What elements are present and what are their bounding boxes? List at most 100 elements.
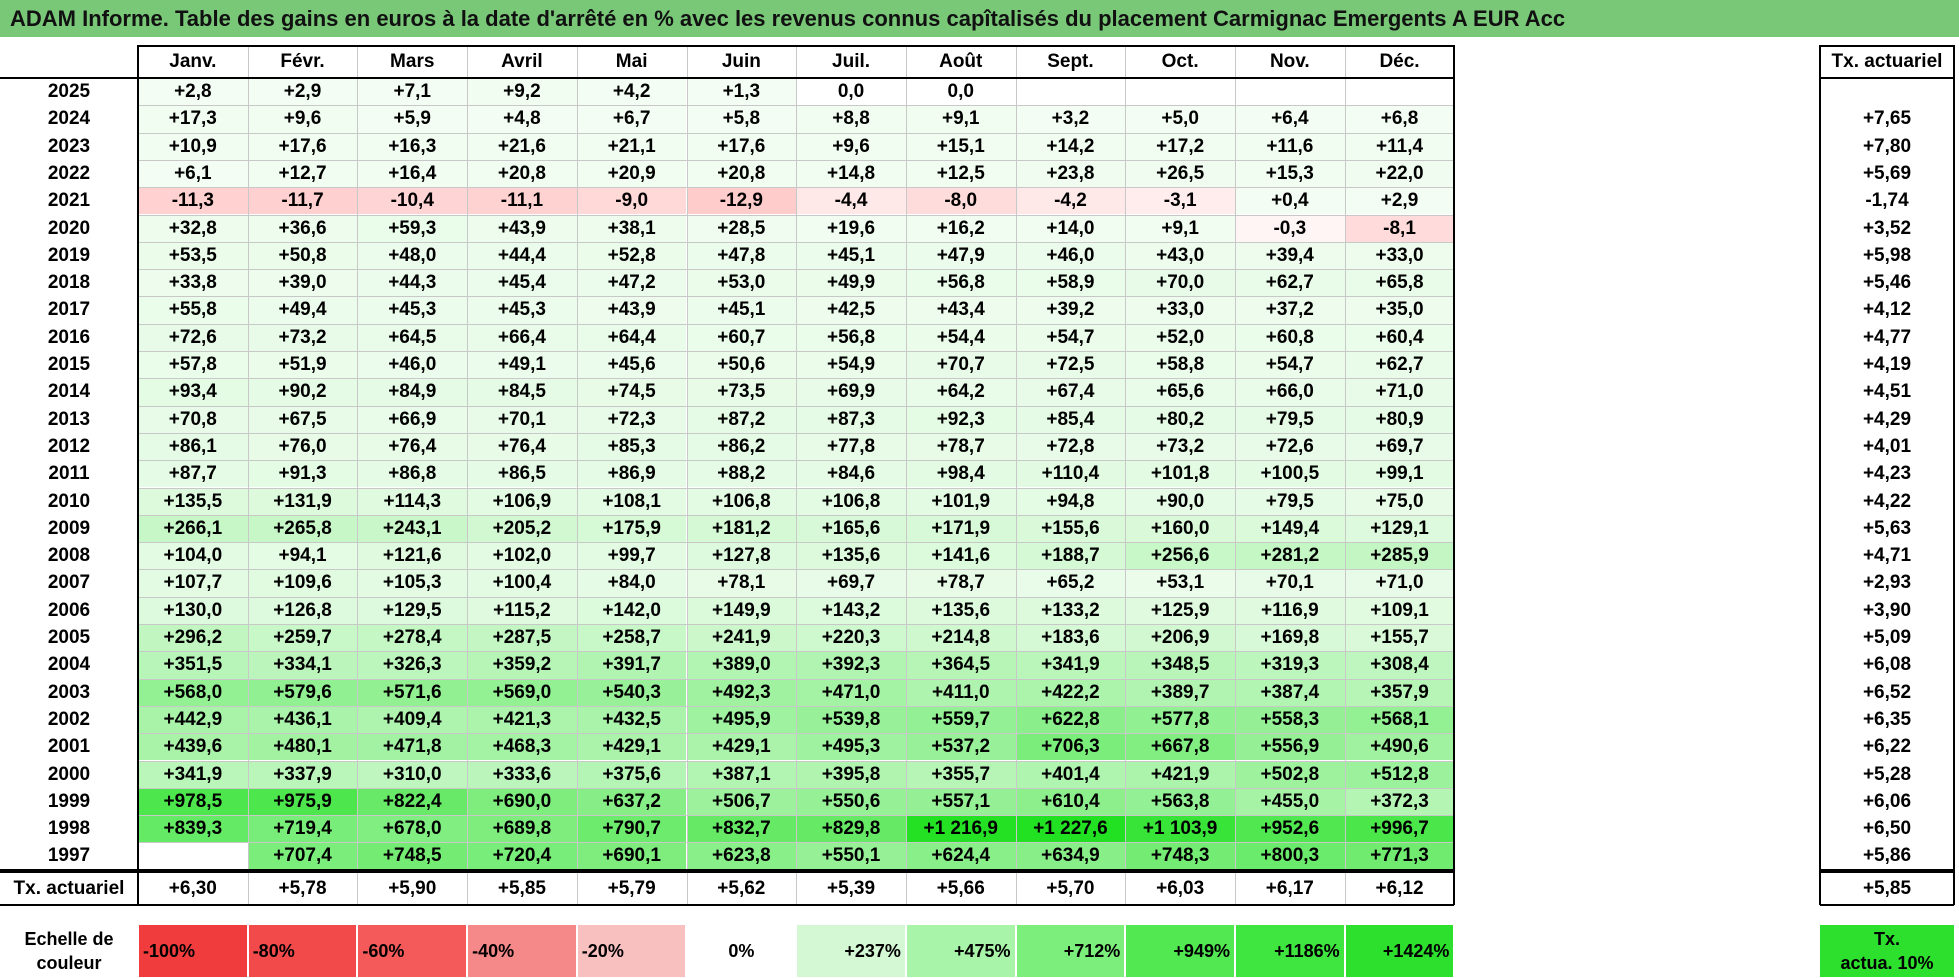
value-cell: +85,4 — [1015, 405, 1126, 433]
value-cell: +62,7 — [1344, 351, 1455, 379]
value-cell: +14,0 — [1015, 214, 1126, 242]
value-cell: +326,3 — [357, 651, 468, 679]
value-cell: +429,1 — [686, 733, 797, 761]
value-cell: +75,0 — [1344, 487, 1455, 515]
value-cell: +60,7 — [686, 323, 797, 351]
value-cell: +143,2 — [796, 596, 906, 624]
value-cell: +53,0 — [686, 269, 797, 297]
legend-swatch: -60% — [358, 925, 467, 977]
year-label: 2009 — [47, 517, 91, 539]
value-cell: +9,1 — [905, 105, 1016, 133]
year-label: 2024 — [47, 108, 91, 130]
footer-rate: +5,85 — [1862, 877, 1912, 899]
value-cell: +5,0 — [1125, 105, 1235, 133]
value-cell: +421,9 — [1125, 760, 1235, 788]
value-cell: +220,3 — [796, 624, 906, 652]
value-cell: +637,2 — [576, 787, 687, 816]
value-cell: +9,6 — [796, 132, 906, 160]
value-cell: +131,9 — [247, 487, 358, 515]
value-cell: +19,6 — [796, 214, 906, 242]
value-cell: +54,7 — [1235, 351, 1345, 379]
value-cell — [1235, 78, 1345, 106]
value-cell: +285,9 — [1344, 542, 1455, 570]
value-cell: +540,3 — [576, 678, 687, 706]
value-cell: +359,2 — [467, 651, 577, 679]
rate-cell: +5,86 — [1862, 845, 1912, 867]
value-cell: +53,5 — [138, 241, 248, 270]
rate-cell: +4,29 — [1862, 408, 1912, 430]
value-cell: +492,3 — [686, 678, 797, 706]
value-cell: +952,6 — [1235, 815, 1345, 843]
value-cell: +93,4 — [138, 378, 248, 406]
value-cell: +20,9 — [576, 159, 687, 188]
value-cell: +73,5 — [686, 378, 797, 406]
value-cell: +87,2 — [686, 405, 797, 433]
value-cell: +64,2 — [905, 378, 1016, 406]
value-cell: +571,6 — [357, 678, 468, 706]
col-gridline — [357, 78, 359, 870]
value-cell: +678,0 — [357, 815, 468, 843]
col-gridline — [796, 45, 798, 78]
value-cell: +72,6 — [1235, 432, 1345, 461]
value-cell: +8,8 — [796, 105, 906, 133]
rate-header: Tx. actuariel — [1831, 51, 1943, 72]
value-cell: +395,8 — [796, 760, 906, 788]
value-cell: +109,6 — [247, 569, 358, 597]
value-cell: +49,9 — [796, 269, 906, 297]
value-cell: +37,2 — [1235, 296, 1345, 324]
value-cell: +748,3 — [1125, 842, 1235, 870]
col-gridline — [1015, 45, 1017, 78]
value-cell: +90,2 — [247, 378, 358, 406]
value-cell: +116,9 — [1235, 596, 1345, 624]
value-cell: +558,3 — [1235, 705, 1345, 734]
year-label: 2002 — [47, 708, 91, 730]
value-cell: +129,1 — [1344, 514, 1455, 543]
value-cell: +409,4 — [357, 705, 468, 734]
value-cell: +1 227,6 — [1015, 815, 1126, 843]
year-label: 2003 — [47, 681, 91, 703]
value-cell: +978,5 — [138, 787, 248, 816]
rate-cell: -1,74 — [1865, 190, 1909, 212]
value-cell: +101,9 — [905, 487, 1016, 515]
value-cell: +429,1 — [576, 733, 687, 761]
value-cell: +33,0 — [1125, 296, 1235, 324]
legend-swatch: +1186% — [1236, 925, 1344, 977]
value-cell: +577,8 — [1125, 705, 1235, 734]
col-gridline — [686, 78, 688, 870]
legend-swatch: +1424% — [1345, 925, 1454, 977]
value-cell: +539,8 — [796, 705, 906, 734]
table-border — [1819, 45, 1821, 905]
year-label: 2015 — [47, 354, 91, 375]
value-cell: +67,5 — [247, 405, 358, 433]
value-cell: +1,3 — [686, 78, 797, 106]
value-cell: -12,9 — [686, 187, 797, 215]
value-cell: +622,8 — [1015, 705, 1126, 734]
month-header: Oct. — [1161, 51, 1199, 72]
value-cell: +333,6 — [467, 760, 577, 788]
value-cell: +6,7 — [576, 105, 687, 133]
value-cell: +568,0 — [138, 678, 248, 706]
value-cell: +28,5 — [686, 214, 797, 242]
value-cell: +69,7 — [1344, 432, 1455, 461]
value-cell: -9,0 — [576, 187, 687, 215]
value-cell: +5,9 — [357, 105, 468, 133]
legend-label-line: couleur — [36, 953, 102, 973]
value-cell: +214,8 — [905, 624, 1016, 652]
value-cell: +79,5 — [1235, 487, 1345, 515]
value-cell: -11,7 — [247, 187, 358, 215]
year-label: 2022 — [47, 162, 91, 184]
value-cell: +3,2 — [1015, 105, 1126, 133]
value-cell: +281,2 — [1235, 542, 1345, 570]
month-header: Sept. — [1047, 51, 1094, 72]
value-cell: +790,7 — [576, 815, 687, 843]
value-cell: +73,2 — [247, 323, 358, 351]
value-cell: +71,0 — [1344, 569, 1455, 597]
month-header: Févr. — [280, 51, 325, 72]
value-cell: -4,2 — [1015, 187, 1126, 215]
table-border — [1453, 45, 1456, 905]
value-cell: +101,8 — [1125, 460, 1235, 488]
value-cell: +47,2 — [576, 269, 687, 297]
value-cell: +624,4 — [905, 842, 1016, 870]
value-cell: +65,8 — [1344, 269, 1455, 297]
month-header: Avril — [501, 51, 543, 72]
